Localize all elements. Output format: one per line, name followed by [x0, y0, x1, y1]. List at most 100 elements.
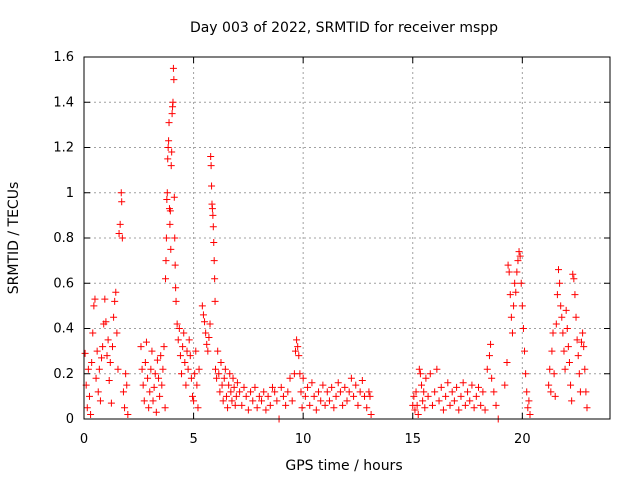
data-point [294, 343, 302, 351]
data-point [573, 336, 581, 344]
data-point [182, 381, 190, 389]
data-point [137, 343, 145, 351]
data-point [419, 397, 427, 405]
data-point [415, 365, 423, 373]
data-point [212, 365, 219, 373]
data-point [413, 401, 421, 409]
data-point [249, 397, 257, 405]
data-point [198, 302, 206, 310]
data-point [113, 329, 121, 337]
data-point [546, 365, 554, 373]
data-point [111, 297, 119, 305]
data-point [325, 397, 333, 405]
data-point [163, 189, 171, 197]
data-point [227, 388, 235, 396]
data-point [422, 374, 430, 382]
data-point [158, 381, 166, 389]
data-point [98, 354, 106, 362]
x-tick-label: 10 [295, 432, 312, 447]
data-point [118, 198, 126, 206]
x-tick-label: 15 [404, 432, 421, 447]
data-point [228, 397, 236, 405]
data-point [296, 370, 304, 378]
data-point [124, 410, 132, 418]
data-point [90, 302, 98, 310]
data-point [161, 404, 169, 412]
data-point [282, 401, 290, 409]
data-point [184, 365, 192, 373]
data-point [264, 392, 272, 400]
data-point [95, 365, 103, 373]
data-point [453, 383, 461, 391]
data-point [323, 388, 331, 396]
data-point [501, 381, 509, 389]
data-point [565, 358, 573, 366]
data-point [336, 388, 344, 396]
data-point [563, 325, 571, 332]
data-point [149, 397, 157, 405]
data-point [145, 404, 153, 412]
data-point [548, 347, 556, 355]
data-point [442, 392, 450, 400]
data-point [579, 329, 587, 337]
data-point [84, 365, 92, 373]
data-point [176, 352, 184, 360]
data-point [426, 370, 434, 378]
data-point [208, 182, 216, 190]
data-point [459, 379, 467, 387]
data-point [358, 377, 366, 385]
data-point [503, 358, 511, 366]
data-point [96, 397, 104, 405]
data-point [306, 401, 314, 409]
data-point [334, 379, 342, 387]
data-point [455, 406, 463, 414]
data-point [193, 381, 201, 389]
data-point [170, 76, 178, 84]
data-point [288, 397, 296, 405]
data-point [258, 397, 266, 405]
data-point [328, 383, 336, 391]
data-point [551, 392, 559, 400]
data-point [308, 379, 316, 387]
data-point [199, 311, 207, 319]
data-point [233, 379, 241, 387]
data-point [238, 401, 246, 409]
data-point [523, 388, 531, 396]
data-point [122, 370, 130, 378]
y-tick-label: 0 [66, 412, 74, 427]
data-point [106, 358, 114, 366]
data-point [260, 388, 268, 396]
data-point [171, 234, 179, 242]
data-point [488, 374, 496, 382]
data-point [140, 397, 148, 405]
data-point [185, 336, 193, 344]
data-point [450, 397, 458, 405]
data-point [247, 388, 255, 396]
data-point [146, 388, 154, 396]
data-point [299, 374, 307, 382]
data-point [444, 379, 452, 387]
data-point [115, 229, 123, 237]
data-point [138, 365, 146, 373]
data-point [356, 388, 364, 396]
data-point [171, 261, 179, 269]
data-point [172, 284, 180, 292]
data-point [561, 365, 569, 373]
data-point [207, 162, 215, 170]
data-point [153, 356, 161, 364]
data-point [213, 374, 221, 382]
data-point [218, 381, 226, 389]
data-point [521, 347, 529, 355]
data-point [236, 388, 244, 396]
data-point [554, 266, 562, 274]
data-point [312, 406, 320, 414]
data-point [505, 268, 513, 276]
data-point [435, 397, 443, 405]
data-point [365, 388, 373, 396]
chart-title: Day 003 of 2022, SRMTID for receiver msp… [190, 20, 498, 36]
data-point [94, 388, 102, 396]
data-point [545, 381, 553, 389]
data-point [468, 381, 476, 389]
x-tick-label: 20 [514, 432, 531, 447]
